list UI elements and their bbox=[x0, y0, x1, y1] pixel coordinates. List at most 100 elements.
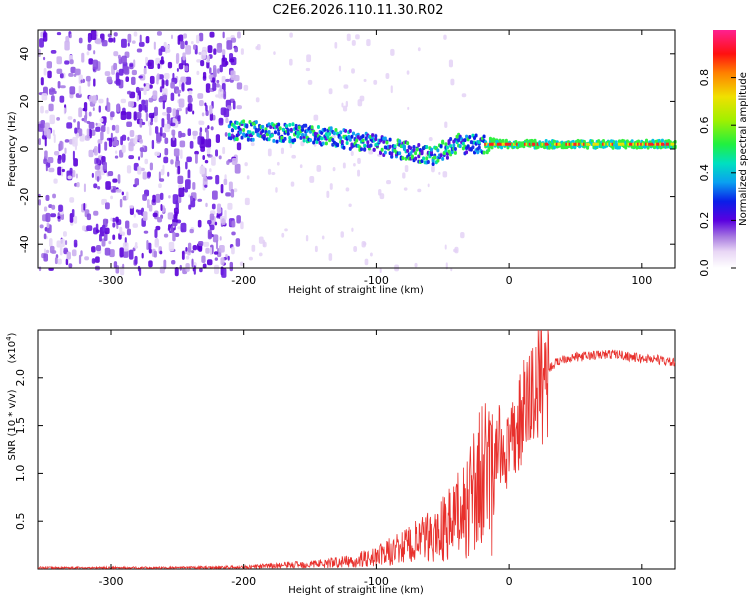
spectrogram-cell bbox=[166, 113, 171, 121]
spectrogram-cell bbox=[95, 229, 100, 233]
spectrogram-cell bbox=[112, 234, 116, 241]
spectrogram-cell bbox=[170, 92, 175, 102]
spectrogram-cell bbox=[96, 176, 100, 182]
spectrogram-ridge-cell bbox=[324, 141, 328, 146]
spectrogram-cell bbox=[57, 166, 62, 176]
spectrogram-cell bbox=[121, 144, 126, 153]
spectrogram-cell bbox=[206, 153, 211, 157]
spectrogram-ridge-cell bbox=[235, 120, 239, 125]
spectrogram-cell bbox=[92, 95, 97, 104]
spectrogram-cell bbox=[161, 111, 168, 116]
spectrogram-cell bbox=[205, 202, 208, 208]
spectrogram-cell bbox=[119, 247, 124, 257]
spectrogram-cell bbox=[39, 38, 44, 48]
spectrogram-ridge-peak bbox=[506, 142, 510, 146]
spectrogram-cell bbox=[104, 71, 111, 77]
spectrogram-cell bbox=[198, 120, 203, 124]
spectrogram-ridge-cell bbox=[461, 141, 465, 146]
spectrogram-ridge-peak bbox=[500, 142, 504, 146]
spectrogram-cell bbox=[291, 154, 296, 159]
spectrogram-ridge-peak bbox=[637, 142, 641, 146]
spectrogram-cell bbox=[152, 194, 156, 203]
colorbar-gradient bbox=[713, 30, 736, 268]
spectrogram-cell bbox=[191, 250, 195, 254]
spectrogram-cell bbox=[219, 64, 223, 73]
spectrogram-cell bbox=[88, 121, 95, 129]
spectrogram-ridge-cell bbox=[272, 138, 276, 143]
spectrogram-ridge-cell bbox=[364, 136, 368, 141]
spectrogram-ridge-cell bbox=[245, 123, 249, 128]
spectrogram-y-tick-label: -20 bbox=[18, 188, 31, 206]
spectrogram-cell bbox=[369, 252, 373, 257]
spectrogram-cell bbox=[258, 236, 264, 244]
spectrogram-ridge-peak bbox=[493, 142, 497, 146]
spectrogram-ridge-cell bbox=[344, 128, 348, 133]
spectrogram-cell bbox=[76, 181, 80, 188]
spectrogram-ridge-cell bbox=[229, 136, 233, 141]
spectrogram-cell bbox=[53, 178, 58, 184]
spectrogram-cell bbox=[46, 222, 50, 229]
spectrogram-cell bbox=[69, 197, 75, 203]
spectrogram-cell bbox=[212, 234, 219, 243]
spectrogram-ridge-cell bbox=[355, 138, 359, 143]
spectrogram-ridge-cell bbox=[420, 149, 424, 154]
spectrogram-cell bbox=[351, 39, 356, 46]
spectrogram-cell bbox=[159, 127, 163, 136]
spectrogram-ridge-cell bbox=[468, 134, 472, 139]
spectrogram-cell bbox=[59, 73, 64, 79]
spectrogram-ridge-cell bbox=[242, 119, 246, 124]
spectrogram-cell bbox=[131, 76, 136, 86]
spectrogram-ridge-cell bbox=[245, 133, 249, 138]
spectrogram-cell bbox=[154, 106, 158, 117]
spectrogram-ridge-cell bbox=[500, 145, 504, 150]
spectrogram-cell bbox=[40, 120, 46, 129]
spectrogram-cell bbox=[159, 192, 164, 201]
spectrogram-cell bbox=[351, 68, 355, 74]
spectrogram-cell bbox=[218, 244, 225, 253]
spectrogram-cell bbox=[200, 59, 205, 67]
spectrogram-cell bbox=[74, 68, 81, 76]
spectrogram-cell bbox=[180, 149, 183, 159]
spectrogram-cell bbox=[209, 31, 215, 38]
spectrogram-ridge-cell bbox=[328, 131, 332, 136]
spectrogram-ridge-peak bbox=[617, 142, 621, 146]
spectrogram-cell bbox=[81, 52, 85, 63]
spectrogram-cell bbox=[442, 171, 448, 178]
spectrogram-cell bbox=[60, 213, 65, 220]
spectrogram-cell bbox=[190, 41, 194, 45]
spectrogram-cell bbox=[115, 124, 120, 134]
spectrogram-cell bbox=[50, 50, 57, 54]
spectrogram-cell bbox=[110, 111, 115, 118]
spectrogram-cell bbox=[78, 254, 82, 265]
spectrogram-ridge-peak bbox=[654, 142, 658, 146]
spectrogram-ridge-cell bbox=[465, 150, 469, 155]
spectrogram-ridge-peak bbox=[541, 142, 545, 146]
spectrogram-cell bbox=[126, 111, 132, 120]
spectrogram-ridge-cell bbox=[238, 130, 242, 135]
spectrogram-ridge-cell bbox=[453, 150, 457, 155]
spectrogram-ridge-cell bbox=[374, 137, 378, 142]
spectrogram-cell bbox=[209, 247, 212, 256]
spectrogram-cell bbox=[153, 250, 157, 258]
spectrogram-ridge-cell bbox=[412, 145, 416, 150]
spectrogram-cell bbox=[86, 51, 90, 56]
spectrogram-ridge-cell bbox=[660, 138, 664, 143]
spectrogram-ridge-peak bbox=[516, 142, 520, 146]
spectrogram-ridge-peak bbox=[582, 142, 586, 146]
spectrogram-ridge-cell bbox=[482, 134, 486, 139]
spectrogram-cell bbox=[185, 246, 188, 252]
spectrogram-ridge-peak bbox=[638, 142, 642, 146]
spectrogram-ridge-cell bbox=[463, 138, 467, 143]
spectrogram-cell bbox=[284, 228, 288, 232]
spectrogram-cell bbox=[246, 175, 250, 180]
spectrogram-ridge-cell bbox=[439, 153, 443, 158]
spectrogram-ridge-cell bbox=[293, 138, 297, 143]
spectrogram-ridge-cell bbox=[304, 132, 308, 137]
spectrogram-ridge-cell bbox=[490, 145, 494, 150]
snr-scale-suffix: ) bbox=[7, 332, 18, 336]
spectrogram-cell bbox=[133, 31, 138, 37]
spectrogram-cell bbox=[190, 195, 194, 202]
spectrogram-cell bbox=[162, 94, 168, 101]
spectrogram-cell bbox=[267, 148, 272, 157]
spectrogram-ridge-cell bbox=[445, 145, 449, 150]
